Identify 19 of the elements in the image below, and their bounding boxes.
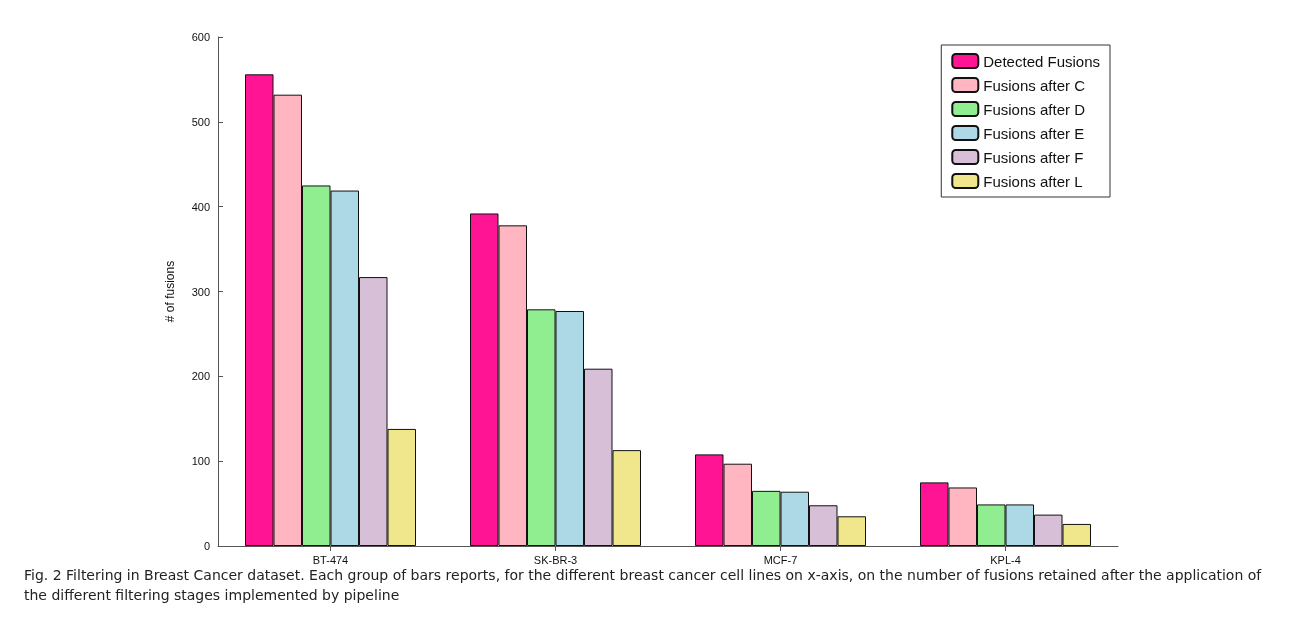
x-tick-label: KPL-4 (990, 553, 1021, 566)
legend-label: Fusions after C (983, 76, 1086, 94)
y-tick-label: 200 (191, 370, 210, 383)
y-axis-title: # of fusions (163, 260, 177, 323)
y-tick-label: 0 (203, 540, 210, 552)
y-tick-label: 500 (191, 115, 210, 128)
legend-label: Fusions after E (983, 124, 1085, 142)
y-tick-label: 600 (191, 31, 210, 43)
x-tick-label: SK-BR-3 (533, 553, 578, 566)
legend-label: Detected Fusions (983, 52, 1101, 70)
y-tick-label: 300 (191, 285, 210, 298)
caption: Fig. 2 Filtering in Breast Cancer dataset. Each group of bars reports, for the different breast cancer cell lines on x-axis, on the number of fusions retained after the application of the different filtering stages implemented by pipeline (24, 566, 1263, 605)
legend-label: Fusions after D (983, 100, 1086, 118)
y-tick-label: 400 (191, 200, 210, 213)
x-tick-label: BT-474 (312, 553, 349, 566)
y-tick-label: 100 (191, 455, 210, 468)
legend-label: Fusions after F (983, 148, 1084, 166)
legend-label: Fusions after L (983, 172, 1083, 190)
x-tick-label: MCF-7 (763, 553, 798, 566)
